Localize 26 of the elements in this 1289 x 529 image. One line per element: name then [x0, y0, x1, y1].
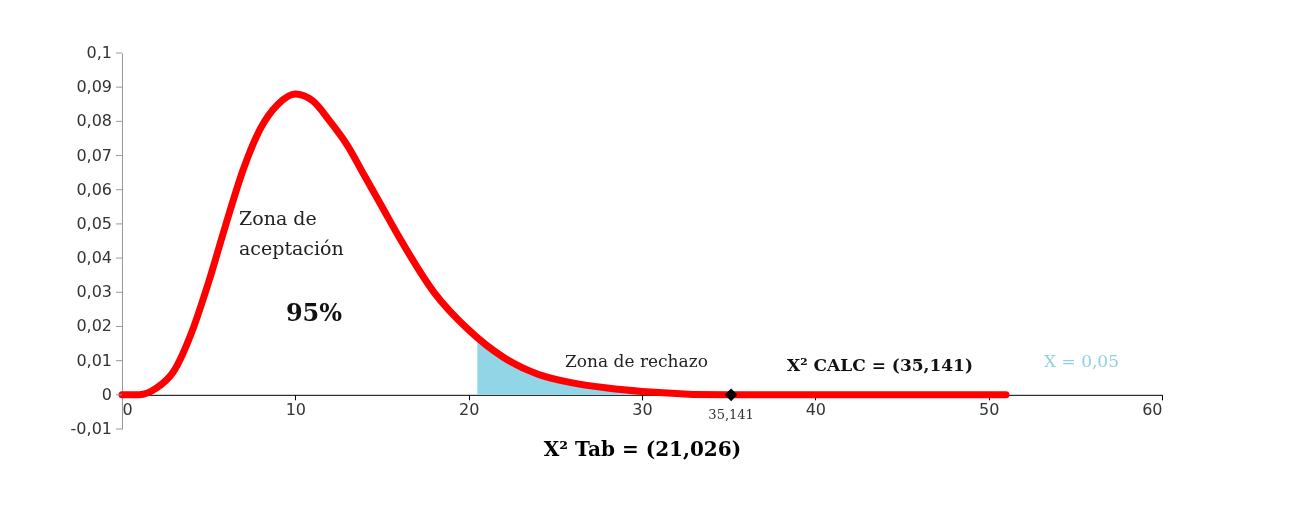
- y-tick-label: 0,04: [76, 248, 112, 268]
- y-tick-label: 0,07: [76, 145, 112, 165]
- annotation: X = 0,05: [1044, 351, 1120, 371]
- x-tick-label: 20: [458, 400, 480, 420]
- y-tick-label: 0,06: [76, 179, 112, 199]
- x-tick-label: 60: [1142, 400, 1163, 420]
- y-tick-label: 0: [101, 384, 112, 404]
- y-tick-label: 0,05: [76, 213, 112, 233]
- annotation: X² CALC = (35,141): [787, 355, 973, 375]
- y-tick-label: 0,09: [76, 77, 112, 97]
- x-tick-label: 0: [122, 400, 133, 420]
- annotation: 35,141: [708, 406, 754, 422]
- y-tick-label: 0,1: [86, 43, 112, 62]
- x-axis-title: X² Tab = (21,026): [543, 437, 742, 462]
- x-tick-label: 30: [632, 400, 653, 420]
- x-tick-label: 40: [805, 400, 827, 420]
- annotation: Zona de aceptación: [239, 207, 344, 260]
- y-tick-label: 0,03: [76, 282, 112, 302]
- annotation: Zona de rechazo: [565, 351, 708, 371]
- x-tick-label: 10: [285, 400, 307, 420]
- y-tick-label: 0,02: [76, 316, 112, 336]
- y-tick-label: 0,01: [76, 350, 112, 370]
- y-tick-label: 0,08: [76, 111, 112, 131]
- x-tick-label: 50: [978, 400, 1000, 420]
- annotation: 95%: [285, 298, 343, 327]
- y-tick-label: -0,01: [70, 419, 112, 438]
